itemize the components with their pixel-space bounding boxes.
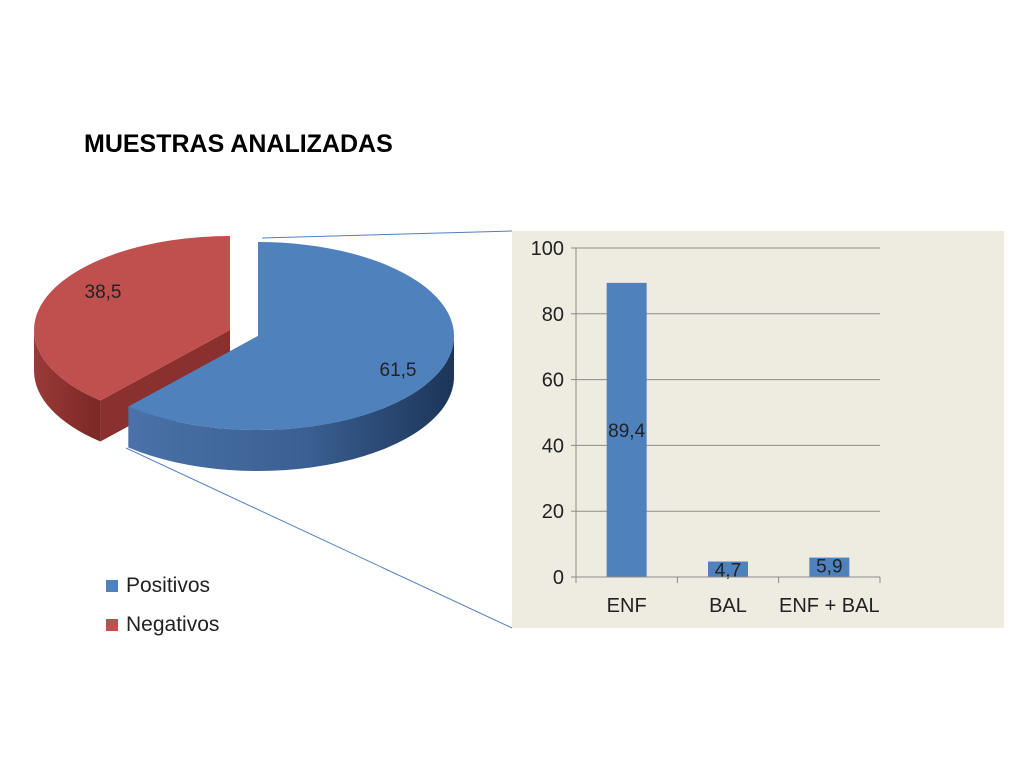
bar-data-label: 89,4 bbox=[608, 421, 645, 442]
x-category-label: BAL bbox=[709, 595, 747, 617]
pie-negativos-outer-wall bbox=[34, 330, 101, 442]
legend-item-negativos: Negativos bbox=[106, 605, 219, 644]
pie-positivos-top bbox=[128, 241, 455, 430]
y-tick-label: 40 bbox=[542, 435, 564, 457]
pie-negativos-top bbox=[34, 236, 230, 401]
connector-line-bottom bbox=[125, 447, 513, 629]
legend-label-positivos: Positivos bbox=[126, 573, 211, 597]
bar-enf-bal bbox=[809, 557, 850, 577]
pie-positivos-outer-wall bbox=[128, 336, 454, 471]
bar-data-label: 5,9 bbox=[816, 557, 842, 578]
bar-enf bbox=[606, 282, 647, 577]
legend-label-negativos: Negativos bbox=[126, 612, 220, 636]
connector-line-top bbox=[261, 230, 513, 239]
y-tick-label: 100 bbox=[531, 238, 564, 260]
pie-slice-positivos bbox=[128, 241, 455, 471]
pie-label-positivos: 61,5 bbox=[380, 360, 417, 381]
legend-swatch-positivos bbox=[106, 579, 118, 592]
x-category-label: ENF + BAL bbox=[779, 595, 880, 617]
y-tick-label: 0 bbox=[553, 567, 564, 589]
y-tick-label: 60 bbox=[542, 370, 564, 392]
legend-item-positivos: Positivos bbox=[106, 566, 219, 605]
bar-chart-background bbox=[512, 231, 1004, 628]
bar-chart: 0 20 40 60 80 100 89,4 ENF 4,7 BAL 5,9 ENF + BAL bbox=[512, 231, 1004, 628]
x-category-label: ENF bbox=[607, 595, 647, 617]
pie-label-negativos: 38,5 bbox=[85, 282, 122, 303]
bar-bal bbox=[708, 561, 748, 577]
pie-legend: Positivos Negativos bbox=[106, 566, 219, 644]
y-tick-label: 20 bbox=[542, 501, 564, 523]
y-tick-label: 80 bbox=[542, 304, 564, 326]
chart-title: MUESTRAS ANALIZADAS bbox=[84, 130, 393, 158]
bar-data-label: 4,7 bbox=[715, 561, 741, 582]
legend-swatch-negativos bbox=[106, 618, 118, 631]
